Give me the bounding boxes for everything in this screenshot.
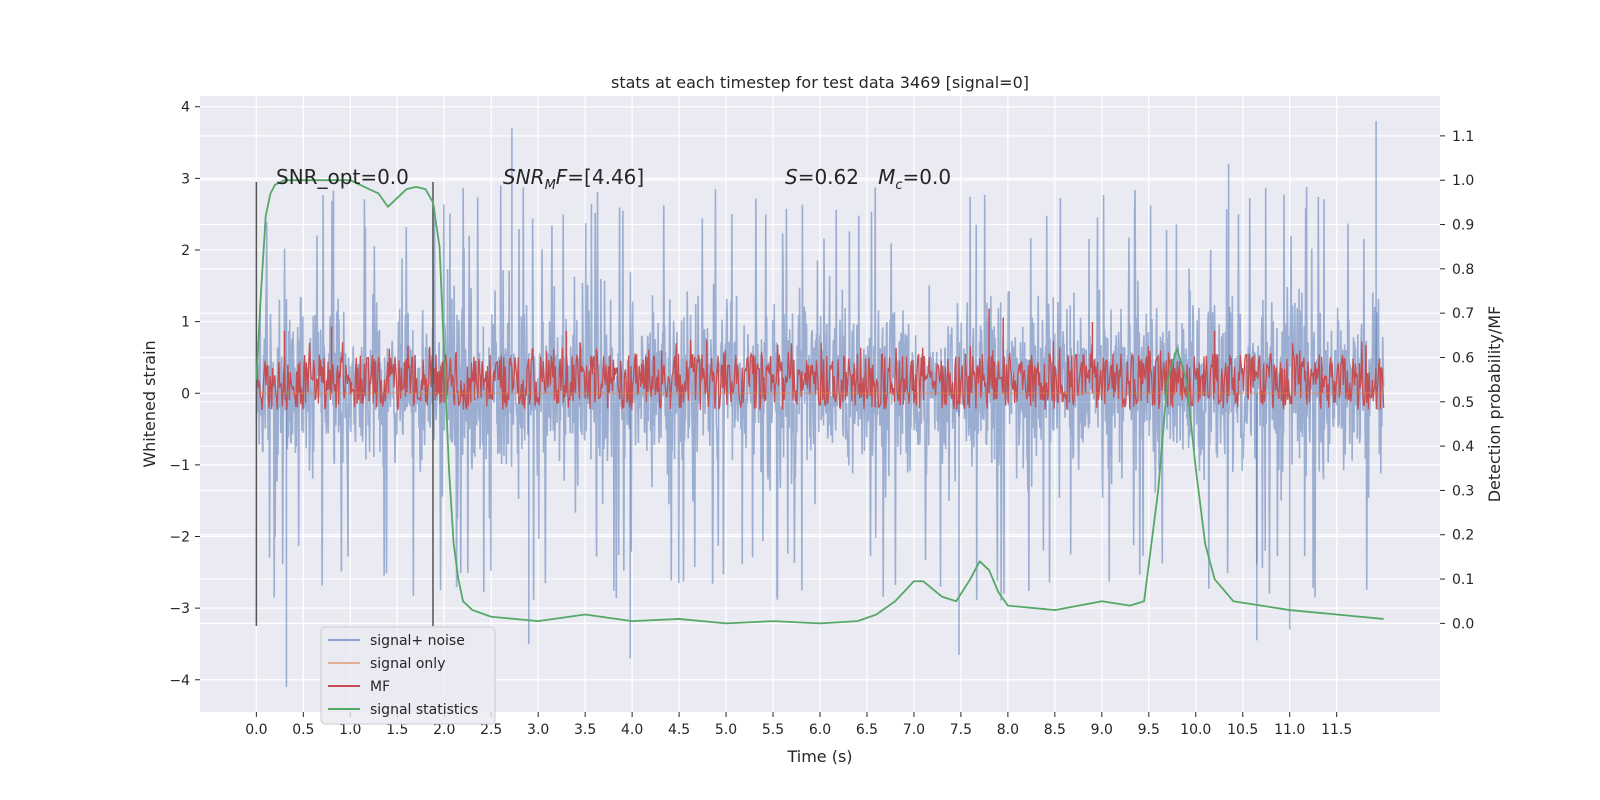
x-tick-label-11: 5.5 [762, 722, 784, 738]
x-tick-label-8: 4.0 [621, 722, 643, 738]
y-left-tick-label-1: −3 [169, 601, 190, 617]
x-tick-label-14: 7.0 [903, 722, 925, 738]
chart-title: stats at each timestep for test data 346… [611, 73, 1029, 92]
x-axis-label: Time (s) [786, 747, 852, 766]
x-tick-label-20: 10.0 [1180, 722, 1211, 738]
x-tick-label-21: 10.5 [1227, 722, 1258, 738]
y-right-tick-label-8: 0.8 [1452, 262, 1474, 278]
signal-statistics-series [255, 179, 1384, 625]
y-right-tick-label-2: 0.2 [1452, 528, 1474, 544]
annotation-snr-opt: SNR_opt=0.0 [276, 165, 409, 189]
x-tick-label-22: 11.0 [1274, 722, 1305, 738]
y-right-tick-label-0: 0.0 [1452, 616, 1474, 632]
y-left-tick-label-7: 3 [181, 171, 190, 187]
legend-label-signal-noise: signal+ noise [370, 633, 465, 649]
mf-series [255, 308, 1385, 411]
x-tick-label-9: 4.5 [668, 722, 690, 738]
window-markers [255, 181, 434, 627]
y-right-tick-label-11: 1.1 [1452, 129, 1474, 145]
y-right-tick-label-10: 1.0 [1452, 173, 1474, 189]
y-right-tick-label-4: 0.4 [1452, 439, 1474, 455]
y-right-tick-label-1: 0.1 [1452, 572, 1474, 588]
legend-label-mf: MF [370, 679, 390, 695]
legend: signal+ noise signal only MF signal stat… [320, 626, 496, 725]
x-tick-label-3: 1.5 [386, 722, 408, 738]
x-tick-label-15: 7.5 [950, 722, 972, 738]
x-tick-label-23: 11.5 [1321, 722, 1352, 738]
y-left-tick-label-4: 0 [181, 386, 190, 402]
y-left-tick-label-8: 4 [181, 100, 190, 116]
signal-statistics-line [255, 179, 1384, 625]
y-right-tick-label-6: 0.6 [1452, 350, 1474, 366]
left-y-axis-ticks: −4 −3 −2 −1 0 1 2 3 4 [169, 100, 200, 689]
x-tick-label-19: 9.5 [1138, 722, 1160, 738]
x-axis-ticks: 0.0 0.5 1.0 1.5 2.0 2.5 3.0 3.5 4.0 4.5 5.0 5.5 6.0 6… [245, 712, 1352, 738]
annotation-snr-mf: SNRMF=[4.46] [503, 165, 644, 193]
y-right-tick-label-9: 0.9 [1452, 218, 1474, 234]
y-left-tick-label-5: 1 [181, 315, 190, 331]
x-tick-label-0: 0.0 [245, 722, 267, 738]
x-tick-label-10: 5.0 [715, 722, 737, 738]
x-tick-label-7: 3.5 [574, 722, 596, 738]
y-left-tick-label-6: 2 [181, 243, 190, 259]
y-right-tick-label-5: 0.5 [1452, 395, 1474, 411]
x-tick-label-13: 6.5 [856, 722, 878, 738]
y-right-tick-label-7: 0.7 [1452, 306, 1474, 322]
x-tick-label-2: 1.0 [339, 722, 361, 738]
y-left-tick-label-2: −2 [169, 530, 190, 546]
x-tick-label-18: 9.0 [1091, 722, 1113, 738]
legend-label-signal-only: signal only [370, 656, 445, 672]
x-tick-label-12: 6.0 [809, 722, 831, 738]
x-tick-label-4: 2.0 [433, 722, 455, 738]
x-tick-label-1: 0.5 [292, 722, 314, 738]
y-left-tick-label-0: −4 [169, 673, 190, 689]
y-left-tick-label-3: −1 [169, 458, 190, 474]
annotation-s-mc: S=0.62 Mc=0.0 [785, 165, 951, 193]
x-tick-label-17: 8.5 [1044, 722, 1066, 738]
left-y-axis-label: Whitened strain [140, 340, 159, 467]
x-tick-label-16: 8.0 [997, 722, 1019, 738]
right-y-axis-label: Detection probability/MF [1485, 306, 1504, 503]
y-right-tick-label-3: 0.3 [1452, 483, 1474, 499]
x-tick-label-5: 2.5 [480, 722, 502, 738]
mf-line [255, 339, 1385, 411]
legend-label-signal-statistics: signal statistics [370, 702, 478, 718]
legend-box [320, 626, 496, 725]
x-tick-label-6: 3.0 [527, 722, 549, 738]
right-y-axis-ticks: 0.0 0.1 0.2 0.3 0.4 0.5 0.6 0.7 0.8 0.9 1.0 1.1 [1440, 129, 1474, 632]
